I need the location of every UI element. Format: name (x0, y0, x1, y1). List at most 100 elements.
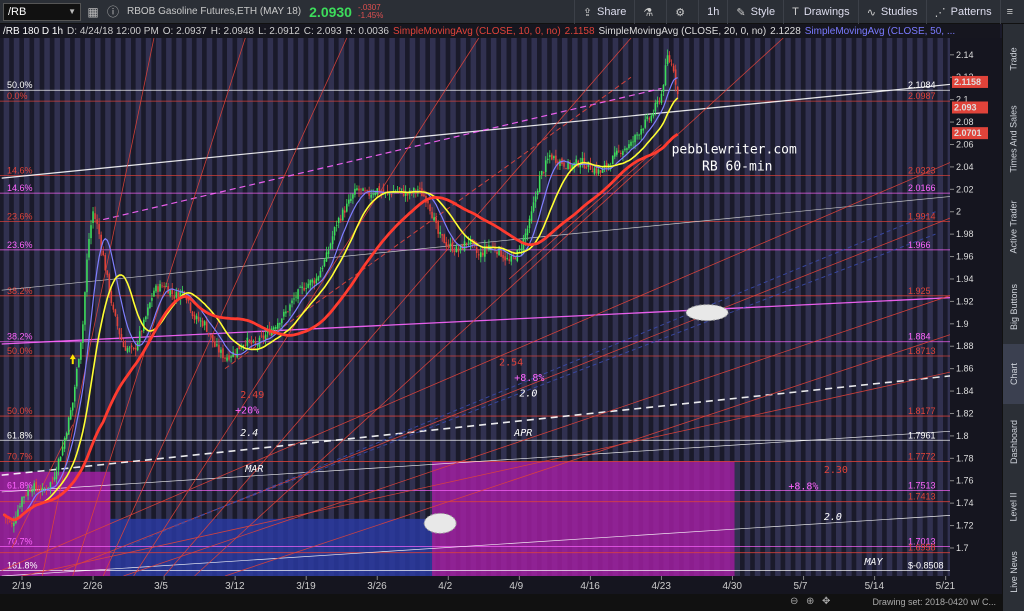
studies-lab-button[interactable]: ⚗ (634, 0, 666, 24)
top-toolbar: /RB ▼ ▦ ⓘ RBOB Gasoline Futures,ETH (MAY… (0, 0, 1024, 24)
candle-body (55, 471, 58, 479)
candle-body (648, 118, 651, 120)
side-tab-times-and-sales[interactable]: Times And Sales (1009, 105, 1020, 173)
candle-body (350, 198, 352, 201)
session-stripe (917, 38, 923, 576)
candle-body (620, 152, 622, 154)
candle-body (246, 337, 249, 346)
x-tick-label: 5/7 (794, 581, 808, 592)
sma10-value: 2.1158 (564, 25, 595, 37)
level-price-label: 1.884 (908, 332, 931, 342)
studies-button[interactable]: ∿ Studies (857, 0, 926, 24)
side-tab-live-news[interactable]: Live News (1009, 550, 1020, 593)
symbol-selector[interactable]: /RB ▼ (3, 2, 81, 21)
candle-body (374, 192, 377, 196)
settings-button[interactable]: ⚙ (666, 0, 698, 24)
sma50-legend: SimpleMovingAvg (CLOSE, 50, ... (804, 25, 956, 37)
info-icon[interactable]: ⓘ (106, 5, 119, 19)
candle-body (591, 170, 594, 173)
candle-body (467, 241, 470, 243)
timeframe-button[interactable]: 1h (698, 0, 727, 24)
candle-body (118, 328, 121, 335)
candle-body (382, 189, 385, 193)
zoom-out-icon[interactable]: ⊖ (790, 596, 799, 607)
candle-body (291, 300, 293, 303)
candle-body (563, 162, 565, 167)
candle-body (496, 251, 498, 255)
session-stripe (876, 38, 883, 576)
candle-body (611, 155, 614, 165)
candle-body (51, 480, 54, 482)
candle-body (299, 287, 301, 288)
sma50-line (2, 133, 679, 522)
chart-annotation: pebblewriter.com (672, 142, 797, 157)
zoom-in-icon[interactable]: ⊕ (806, 596, 815, 607)
candle-body (492, 245, 494, 247)
drawings-button[interactable]: T Drawings (783, 0, 858, 24)
session-stripe (856, 38, 862, 576)
pan-icon[interactable]: ✥ (822, 596, 831, 607)
candle-body (605, 162, 608, 168)
candle-body (252, 340, 255, 343)
chart-annotation: 2.49 (240, 390, 264, 401)
candle-body (622, 151, 624, 156)
chart-annotation: 2.0 (824, 512, 842, 523)
side-tab-big-buttons[interactable]: Big Buttons (1009, 283, 1019, 330)
session-stripe (582, 38, 588, 576)
info-symbol: /RB 180 D 1h (3, 25, 64, 37)
candle-body (618, 150, 620, 152)
candle-body (209, 334, 212, 336)
side-tab-active-trader[interactable]: Active Trader (1009, 199, 1019, 254)
side-tab-chart[interactable]: Chart (1003, 344, 1024, 404)
y-tick-label: 1.9 (956, 319, 969, 329)
session-stripe (267, 38, 274, 576)
candle-body (256, 344, 259, 346)
pivot-marker (423, 512, 457, 534)
session-stripe (572, 38, 578, 576)
style-button[interactable]: ✎ Style (727, 0, 783, 24)
candle-body (106, 270, 109, 275)
time-axis[interactable] (0, 576, 950, 594)
session-stripe (419, 38, 426, 576)
y-tick-label: 2 (956, 207, 961, 217)
candle-body (443, 234, 446, 244)
price-mark-label: 2.093 (954, 102, 977, 112)
side-tab-level-ii[interactable]: Level II (1009, 491, 1019, 522)
candle-body (502, 255, 504, 259)
candle-body (138, 331, 141, 343)
session-stripe (338, 38, 345, 576)
side-tab-dashboard[interactable]: Dashboard (1009, 419, 1019, 464)
candle-body (658, 100, 661, 102)
candle-body (35, 481, 38, 490)
share-button[interactable]: ⇪ Share (573, 0, 635, 24)
candle-body (224, 357, 226, 359)
trend-line (1, 514, 966, 577)
y-tick-label: 1.86 (956, 364, 974, 374)
level-fib-label: 14.6% (7, 166, 33, 176)
x-tick-label: 5/14 (865, 581, 885, 592)
chart-annotation: +8.8% (788, 482, 818, 493)
candle-body (518, 248, 521, 250)
candle-body (364, 190, 366, 192)
y-tick-label: 1.84 (956, 386, 974, 396)
session-stripe (896, 38, 903, 576)
y-tick-label: 1.7 (956, 543, 969, 553)
patterns-button[interactable]: ⋰ Patterns (925, 0, 1000, 24)
candle-body (285, 311, 287, 314)
more-menu-button[interactable]: ≡ (999, 0, 1024, 24)
session-stripe (927, 38, 933, 576)
side-tab-trade[interactable]: Trade (1009, 47, 1019, 71)
candle-body (216, 344, 218, 346)
grid-menu-icon[interactable]: ▦ (87, 4, 99, 19)
price-chart[interactable]: 50.0%0.0%14.6%14.6%23.6%23.6%38.2%38.2%5… (0, 38, 1002, 594)
candle-body (339, 218, 342, 221)
y-tick-label: 1.88 (956, 341, 974, 351)
session-stripe (176, 38, 182, 576)
candle-body (161, 285, 163, 287)
session-stripe (521, 38, 527, 576)
trend-line (1, 194, 966, 291)
price-axis-ticks: 2.142.122.12.082.062.042.0221.981.961.94… (950, 50, 988, 553)
candle-body (11, 522, 13, 525)
candle-body (262, 335, 265, 339)
candle-body (664, 65, 667, 86)
